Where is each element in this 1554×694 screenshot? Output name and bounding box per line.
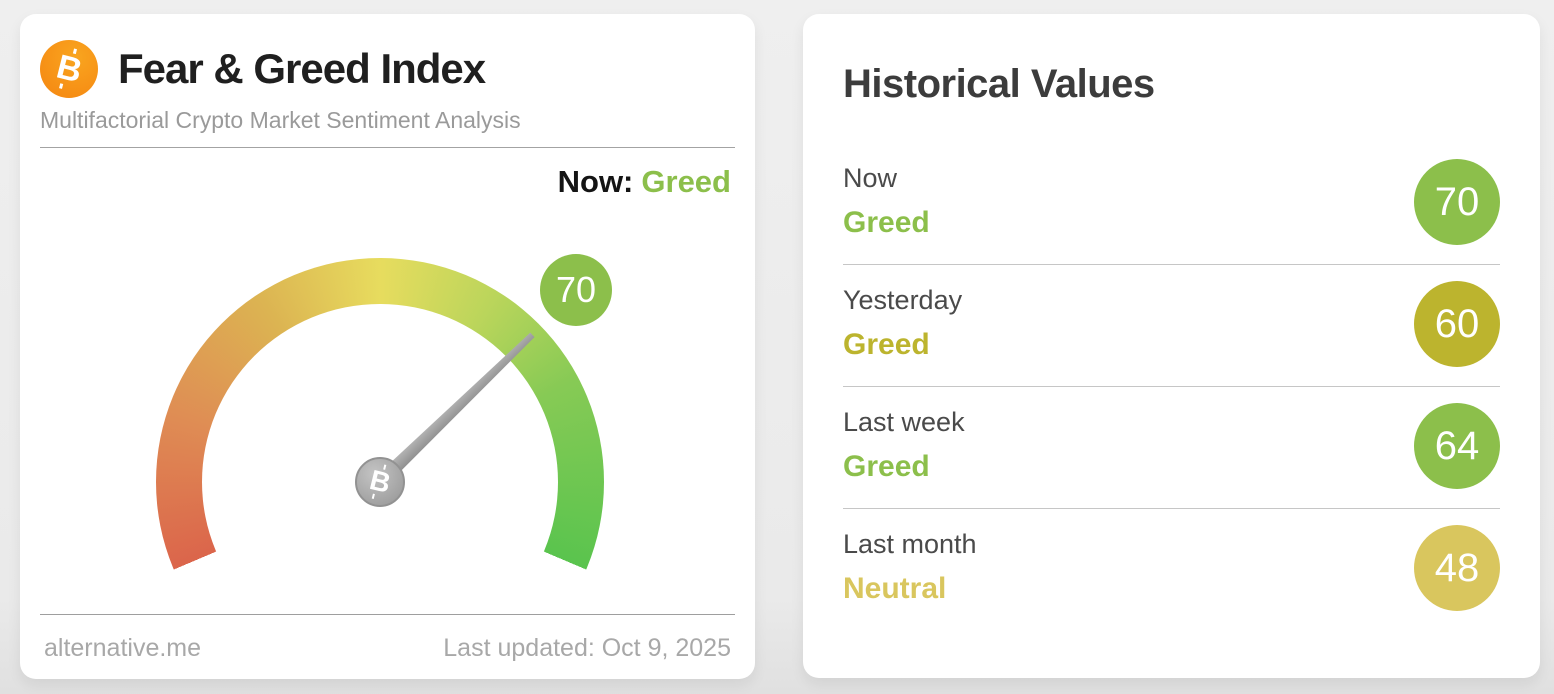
gauge-hub-bitcoin-icon: B: [355, 457, 405, 507]
page-subtitle: Multifactorial Crypto Market Sentiment A…: [40, 107, 521, 133]
header-divider: [40, 147, 735, 148]
bitcoin-b-glyph: B: [366, 464, 394, 500]
value-badge: 60: [1414, 281, 1500, 367]
list-item: Last month Neutral 48: [843, 509, 1500, 630]
classification-label: Greed: [843, 206, 930, 239]
historical-values-title: Historical Values: [843, 62, 1155, 106]
period-label: Now: [843, 163, 898, 193]
now-label: Now:: [557, 164, 634, 199]
value-badge: 70: [1414, 159, 1500, 245]
list-item: Now Greed 70: [843, 143, 1500, 265]
period-label: Yesterday: [843, 285, 963, 315]
gauge-value-badge: 70: [540, 254, 612, 326]
value-badge: 48: [1414, 525, 1500, 611]
footer-divider: [40, 614, 735, 615]
bitcoin-icon: B: [40, 40, 98, 98]
page-title: Fear & Greed Index: [118, 45, 486, 92]
value-badge: 64: [1414, 403, 1500, 489]
period-label: Last month: [843, 529, 977, 559]
source-link[interactable]: alternative.me: [44, 634, 202, 662]
classification-label: Greed: [843, 450, 930, 483]
card-footer: alternative.me Last updated: Oct 9, 2025: [44, 634, 731, 663]
card-header: B Fear & Greed Index: [20, 14, 755, 98]
historical-values-list: Now Greed 70 Yesterday Greed 60 Last wee…: [843, 143, 1500, 630]
list-item: Last week Greed 64: [843, 387, 1500, 509]
now-classification: Greed: [641, 164, 731, 199]
period-label: Last week: [843, 407, 965, 437]
last-updated-text: Last updated: Oct 9, 2025: [443, 634, 731, 662]
classification-label: Neutral: [843, 572, 947, 605]
classification-label: Greed: [843, 328, 930, 361]
current-sentiment-line: Now: Greed: [44, 164, 731, 200]
bitcoin-b-glyph: B: [52, 47, 86, 91]
fear-greed-card: B Fear & Greed Index Multifactorial Cryp…: [20, 14, 755, 679]
historical-values-card: Historical Values Now Greed 70 Yesterday…: [803, 14, 1540, 678]
list-item: Yesterday Greed 60: [843, 265, 1500, 387]
